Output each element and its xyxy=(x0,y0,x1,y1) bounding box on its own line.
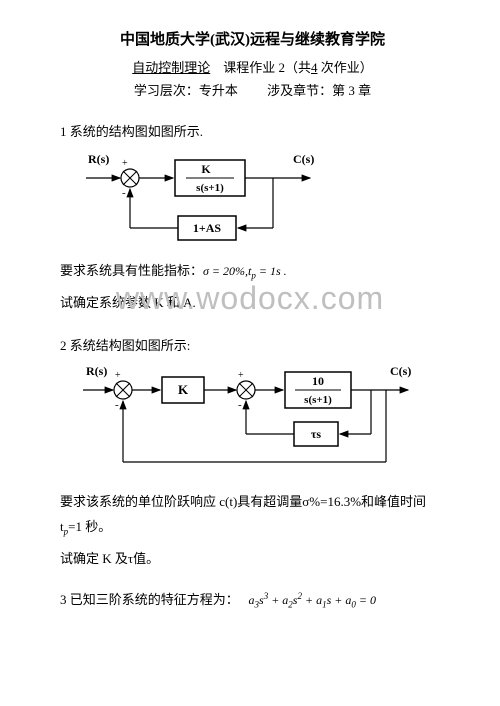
p2-tp-tail: =1 秒。 xyxy=(68,519,111,534)
problem3-line: 3 已知三阶系统的特征方程为： a3s3 + a2s2 + a1s + a0 =… xyxy=(60,589,445,609)
svg-text:+: + xyxy=(122,158,128,169)
assignment-suffix: 次作业） xyxy=(318,60,373,75)
p1-req-text: 要求系统具有性能指标： xyxy=(60,263,203,278)
p3-equation: a3s3 + a2s2 + a1s + a0 = 0 xyxy=(249,593,376,607)
level-line: 学习层次：专升本 涉及章节：第 3 章 xyxy=(60,80,445,99)
p3p2: + xyxy=(305,593,316,607)
c-label: C(s) xyxy=(293,152,314,166)
p3eq0: = 0 xyxy=(359,593,376,607)
svg-text:-: - xyxy=(115,399,119,411)
svg-text:+: + xyxy=(115,370,121,381)
svg-text:K: K xyxy=(201,162,211,176)
problem1-heading: 1 系统的结构图如图所示. xyxy=(60,121,445,140)
p3-heading: 3 已知三阶系统的特征方程为： xyxy=(60,592,239,607)
problem2-task: 试确定 K 及τ值。 xyxy=(60,547,445,572)
svg-text:10: 10 xyxy=(312,374,324,388)
svg-text:C(s): C(s) xyxy=(390,364,411,378)
chapter-label: 涉及章节：第 3 章 xyxy=(267,83,371,98)
problem1-diagram: R(s) + - K s(s+1) C(s) 1+AS xyxy=(78,148,445,253)
svg-text:s(s+1): s(s+1) xyxy=(304,394,332,406)
assignment-label: 课程作业 2（共 xyxy=(223,60,311,75)
svg-text:s(s+1): s(s+1) xyxy=(196,182,224,194)
svg-text:τs: τs xyxy=(311,427,322,441)
p1-tp-val: = 1s . xyxy=(256,264,287,278)
course-name: 自动控制理论 xyxy=(132,60,210,75)
document-page: 中国地质大学(武汉)远程与继续教育学院 自动控制理论 课程作业 2（共4 次作业… xyxy=(0,0,500,610)
problem1-task: 试确定系统参数 K 和 A. xyxy=(60,291,445,316)
problem2-requirement: 要求该系统的单位阶跃响应 c(t)具有超调量σ%=16.3%和峰值时间 tp=1… xyxy=(60,490,445,540)
p1-sigma: σ = 20%, xyxy=(203,264,248,278)
institution-title: 中国地质大学(武汉)远程与继续教育学院 xyxy=(60,28,445,49)
svg-text:+: + xyxy=(238,370,244,381)
r-label: R(s) xyxy=(88,152,109,166)
svg-text:1+AS: 1+AS xyxy=(193,221,222,235)
svg-text:-: - xyxy=(238,399,242,411)
p3p3: + xyxy=(334,593,345,607)
svg-text:R(s): R(s) xyxy=(86,364,107,378)
study-level: 学习层次：专升本 xyxy=(134,83,238,98)
problem2-diagram: R(s) + - K + - 10 xyxy=(78,362,445,472)
svg-text:K: K xyxy=(178,382,189,397)
course-line: 自动控制理论 课程作业 2（共4 次作业） xyxy=(60,57,445,76)
p3p1: + xyxy=(271,593,282,607)
svg-text:-: - xyxy=(122,187,126,199)
p2-req: 要求该系统的单位阶跃响应 c(t)具有超调量σ%=16.3%和峰值时间 t xyxy=(60,494,426,534)
problem2-heading: 2 系统结构图如图所示: xyxy=(60,335,445,354)
problem1-requirement: 要求系统具有性能指标：σ = 20%,tp = 1s . xyxy=(60,259,445,285)
